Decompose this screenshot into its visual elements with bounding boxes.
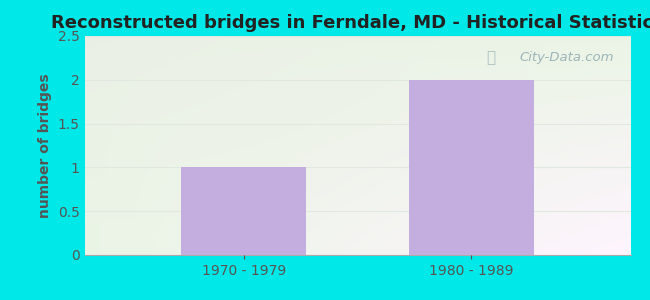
Y-axis label: number of bridges: number of bridges	[38, 73, 52, 218]
Bar	[181, 167, 306, 255]
Title: Reconstructed bridges in Ferndale, MD - Historical Statistics: Reconstructed bridges in Ferndale, MD - …	[51, 14, 650, 32]
Text: City-Data.com: City-Data.com	[519, 51, 614, 64]
Bar	[409, 80, 534, 255]
Text: ⦿: ⦿	[486, 50, 495, 65]
